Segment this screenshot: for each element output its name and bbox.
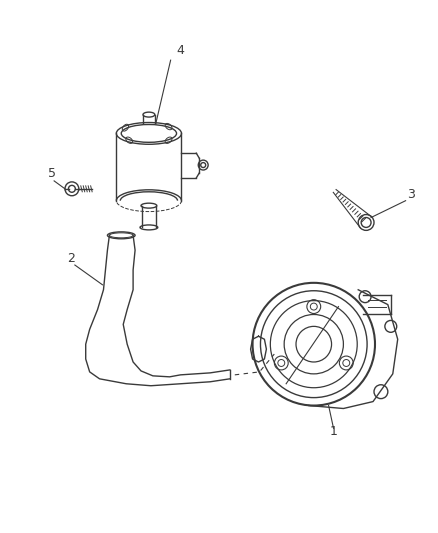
Text: 3: 3	[408, 188, 416, 201]
Text: 4: 4	[177, 44, 184, 57]
Text: 1: 1	[329, 425, 337, 438]
Text: 5: 5	[48, 167, 56, 180]
Text: 2: 2	[67, 252, 75, 265]
